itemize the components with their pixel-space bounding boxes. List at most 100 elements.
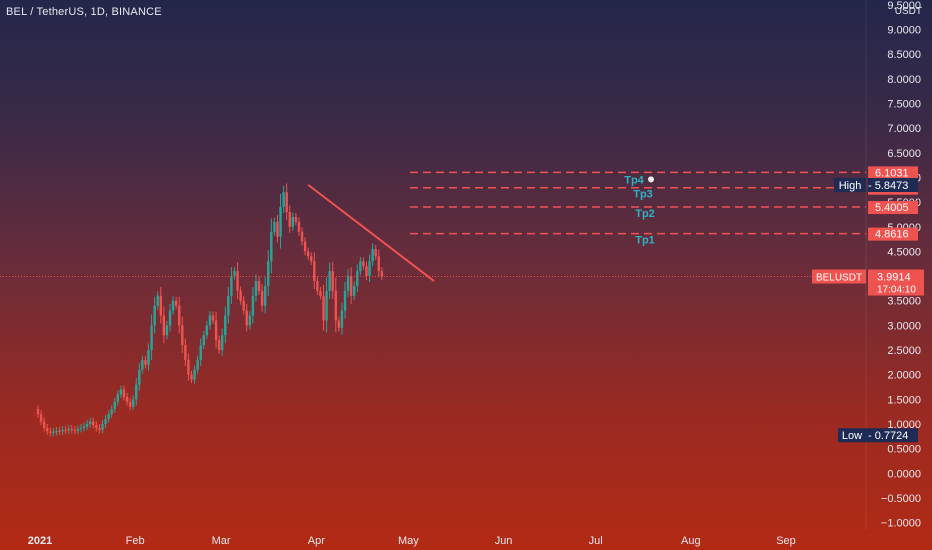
target-price-value: 5.4005 bbox=[875, 202, 909, 214]
y-tick-label: 0.5000 bbox=[887, 444, 921, 456]
candle-body bbox=[251, 295, 255, 316]
target-price-tag bbox=[868, 166, 918, 180]
candle-body bbox=[79, 427, 83, 429]
candle-body bbox=[276, 221, 279, 237]
candle-body bbox=[270, 231, 273, 262]
candle-body bbox=[85, 424, 89, 427]
candle-body bbox=[254, 281, 258, 296]
y-tick-label: −1.0000 bbox=[881, 518, 921, 530]
candle-body bbox=[58, 430, 61, 432]
axis-layer: 9.5000 9.0000 8.5000 8.0000 7.5000 7.0000 6.50… bbox=[28, 0, 924, 547]
target-layer: Tp1 Tp2 Tp3 Tp4 bbox=[0, 171, 866, 282]
symbol-tag-box bbox=[812, 269, 866, 284]
high-label-box bbox=[834, 178, 866, 193]
bar-countdown: 17:04:10 bbox=[877, 285, 916, 296]
trend-line bbox=[307, 184, 435, 282]
target-label-tp4: Tp4 bbox=[624, 174, 644, 186]
tp4-marker-icon bbox=[648, 176, 654, 183]
candle-body bbox=[144, 359, 147, 365]
y-tick-label: 9.5000 bbox=[887, 0, 921, 12]
candle-body bbox=[224, 315, 227, 336]
chart-title: BEL / TetherUS, 1D, BINANCE bbox=[6, 6, 162, 18]
low-label-box bbox=[838, 428, 868, 443]
candle-body bbox=[165, 325, 169, 336]
target-label-tp3: Tp3 bbox=[633, 189, 653, 201]
candle-body bbox=[236, 271, 239, 291]
candle-body bbox=[319, 290, 322, 296]
candle-body bbox=[36, 409, 40, 415]
candle-body bbox=[267, 261, 270, 286]
candle-body bbox=[174, 300, 178, 306]
candle-body bbox=[178, 305, 181, 326]
candle-body bbox=[282, 192, 285, 208]
y-tick-label: 7.0000 bbox=[887, 123, 921, 135]
candle-body bbox=[343, 290, 347, 311]
current-price-tag bbox=[868, 269, 924, 296]
candle-body bbox=[245, 310, 248, 326]
candle-body bbox=[233, 271, 236, 277]
y-tick-label: 2.0000 bbox=[887, 370, 921, 382]
target-price-tag bbox=[868, 227, 918, 241]
candle-body bbox=[184, 345, 187, 360]
candle-body bbox=[125, 396, 129, 402]
candle-body bbox=[46, 427, 49, 432]
candle-body bbox=[42, 421, 46, 428]
candle-body bbox=[242, 300, 245, 311]
y-tick-label: −0.5000 bbox=[881, 493, 921, 505]
candle-body bbox=[291, 216, 295, 227]
candle-body bbox=[313, 261, 316, 282]
x-tick-label: Jun bbox=[495, 535, 513, 547]
candle-body bbox=[162, 315, 166, 336]
y-tick-label: 3.0000 bbox=[887, 320, 921, 332]
x-tick-label: Apr bbox=[308, 535, 325, 547]
candle-body bbox=[279, 207, 282, 237]
candle-body bbox=[171, 300, 175, 311]
candle-body bbox=[168, 310, 172, 326]
candle-body bbox=[368, 261, 371, 277]
candle-body bbox=[346, 276, 350, 291]
candle-body bbox=[365, 266, 368, 277]
y-tick-label: 1.0000 bbox=[887, 419, 921, 431]
candle-body bbox=[288, 212, 291, 227]
y-tick-label: 8.5000 bbox=[887, 49, 921, 61]
candle-body bbox=[181, 325, 184, 346]
candle-body bbox=[208, 315, 212, 326]
candle-body bbox=[214, 320, 218, 341]
candle-body bbox=[257, 281, 261, 291]
candle-body bbox=[306, 251, 310, 257]
target-label-tp2: Tp2 bbox=[635, 208, 655, 220]
x-tick-label: May bbox=[398, 535, 419, 547]
candle-body bbox=[273, 221, 276, 232]
candle-body bbox=[353, 285, 356, 296]
y-tick-label: 6.5000 bbox=[887, 148, 921, 160]
candle-body bbox=[227, 295, 230, 316]
candle-body bbox=[104, 419, 107, 424]
candle-body bbox=[260, 290, 264, 306]
candle-body bbox=[190, 374, 193, 380]
y-tick-label: 9.0000 bbox=[887, 25, 921, 37]
candle-body bbox=[122, 389, 126, 397]
target-label-tp1: Tp1 bbox=[635, 235, 655, 247]
y-tick-label: 7.5000 bbox=[887, 99, 921, 111]
candle-body bbox=[52, 431, 55, 433]
candle-body bbox=[159, 295, 162, 316]
x-tick-label: Mar bbox=[212, 535, 231, 547]
candle-body bbox=[156, 295, 159, 306]
x-tick-label: 2021 bbox=[28, 535, 52, 547]
y-tick-label: 1.5000 bbox=[887, 394, 921, 406]
candle-body bbox=[221, 335, 224, 351]
candle-body bbox=[211, 315, 215, 321]
candle-body bbox=[377, 256, 380, 272]
low-price-tag bbox=[868, 428, 918, 443]
y-tick-label: 2.5000 bbox=[887, 345, 921, 357]
candle-body bbox=[141, 359, 144, 370]
candle-body bbox=[98, 427, 101, 430]
candle-body bbox=[135, 384, 138, 400]
candle-body bbox=[150, 325, 153, 351]
candle-body bbox=[153, 305, 156, 326]
candle-body bbox=[285, 192, 288, 212]
candle-body bbox=[138, 369, 141, 385]
candle-body bbox=[303, 241, 307, 252]
candle-body bbox=[199, 345, 202, 360]
